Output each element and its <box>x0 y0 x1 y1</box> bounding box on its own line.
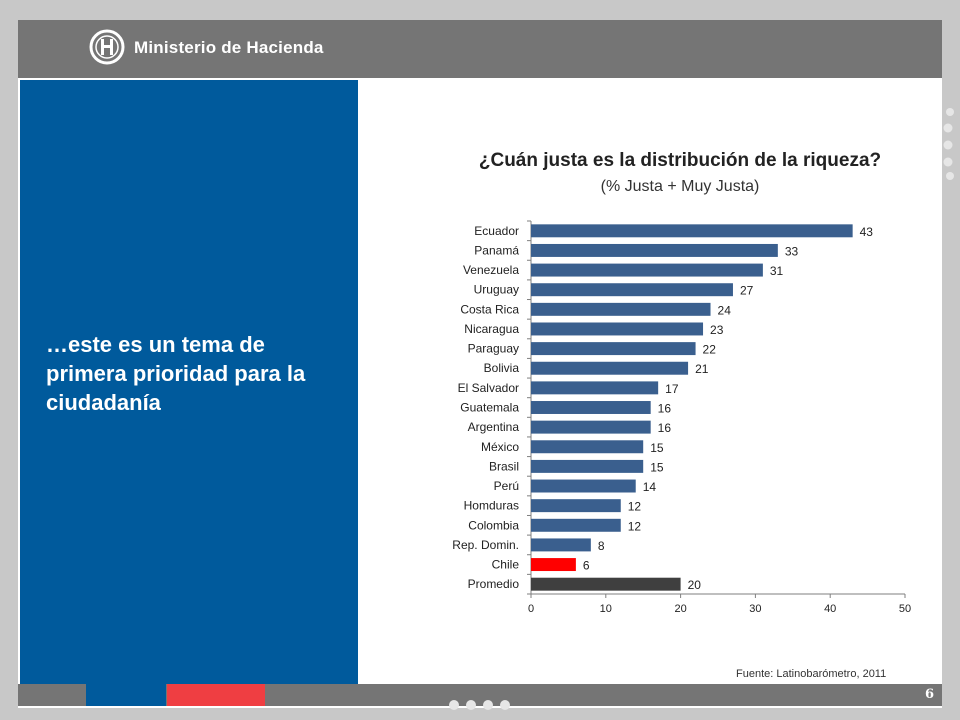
category-label: Nicaragua <box>464 322 519 336</box>
bar-nicaragua <box>531 322 704 336</box>
bar-paraguay <box>531 342 696 356</box>
data-label: 15 <box>650 460 664 474</box>
bottom-dots-icon <box>449 700 510 710</box>
data-label: 16 <box>658 402 672 416</box>
category-label: El Salvador <box>458 381 519 395</box>
bar-costa-rica <box>531 302 711 316</box>
ministry-logo-icon <box>89 29 125 65</box>
category-label: Ecuador <box>474 224 519 238</box>
data-label: 17 <box>665 382 679 396</box>
data-label: 23 <box>710 323 724 337</box>
bar-chile <box>531 558 576 572</box>
category-label: Homduras <box>464 499 519 513</box>
header-bar: Ministerio de Hacienda <box>18 20 942 78</box>
category-label: Promedio <box>468 577 520 591</box>
data-label: 16 <box>658 421 672 435</box>
category-label: Paraguay <box>468 342 519 356</box>
category-label: Venezuela <box>463 263 519 277</box>
slide: Ministerio de Hacienda …este es un tema … <box>18 20 942 708</box>
data-label: 22 <box>703 343 717 357</box>
bar-m-xico <box>531 440 644 454</box>
data-label: 43 <box>860 225 874 239</box>
bar-per- <box>531 479 636 493</box>
bar-panam- <box>531 243 778 257</box>
data-label: 27 <box>740 284 754 298</box>
data-label: 24 <box>718 303 732 317</box>
category-label: Bolivia <box>484 361 520 375</box>
x-tick-label: 40 <box>824 603 836 615</box>
data-label: 15 <box>650 441 664 455</box>
source-note: Fuente: Latinobarómetro, 2011 <box>736 668 887 680</box>
category-label: Uruguay <box>474 283 519 297</box>
bar-bolivia <box>531 361 689 375</box>
data-label: 12 <box>628 500 642 514</box>
category-label: Guatemala <box>460 401 519 415</box>
data-label: 14 <box>643 480 657 494</box>
category-label: Colombia <box>468 518 519 532</box>
bar-venezuela <box>531 263 763 277</box>
bar-brasil <box>531 459 644 473</box>
category-label: Rep. Domin. <box>452 538 519 552</box>
left-panel-text: …este es un tema de primera prioridad pa… <box>46 332 306 415</box>
data-label: 8 <box>598 539 605 553</box>
bar-guatemala <box>531 401 651 414</box>
page-number: 6 <box>924 687 934 702</box>
data-label: 6 <box>583 559 590 573</box>
category-label: Chile <box>492 558 520 572</box>
bar-rep-domin- <box>531 538 591 552</box>
x-tick-label: 0 <box>528 603 534 615</box>
bar-promedio <box>531 577 681 591</box>
category-label: Brasil <box>489 459 519 473</box>
bar-el-salvador <box>531 381 659 395</box>
data-label: 20 <box>688 578 702 592</box>
decorative-dots-icon <box>943 108 954 180</box>
category-label: México <box>481 440 519 454</box>
footer-blue-block <box>86 684 166 706</box>
bar-ecuador <box>531 224 853 238</box>
data-label: 33 <box>785 244 799 258</box>
data-label: 12 <box>628 519 642 533</box>
bar-colombia <box>531 518 621 532</box>
x-tick-label: 20 <box>674 603 686 615</box>
bar-homduras <box>531 499 621 513</box>
category-label: Perú <box>494 479 519 493</box>
left-panel: …este es un tema de primera prioridad pa… <box>20 80 358 684</box>
brand-name: Ministerio de Hacienda <box>134 38 324 57</box>
footer-bar: 6 <box>18 684 942 706</box>
x-tick-label: 10 <box>600 603 612 615</box>
category-label: Panamá <box>474 243 519 257</box>
chart-title: ¿Cuán justa es la distribución de la riq… <box>478 150 882 171</box>
x-tick-label: 30 <box>749 603 761 615</box>
category-label: Argentina <box>468 420 520 434</box>
data-label: 21 <box>695 362 709 376</box>
chart-subtitle: (% Justa + Muy Justa) <box>600 178 760 195</box>
x-tick-label: 50 <box>899 603 911 615</box>
footer-red-block <box>167 684 265 706</box>
category-label: Costa Rica <box>460 302 519 316</box>
data-label: 31 <box>770 264 784 278</box>
bar-argentina <box>531 420 651 434</box>
bar-uruguay <box>531 283 733 297</box>
